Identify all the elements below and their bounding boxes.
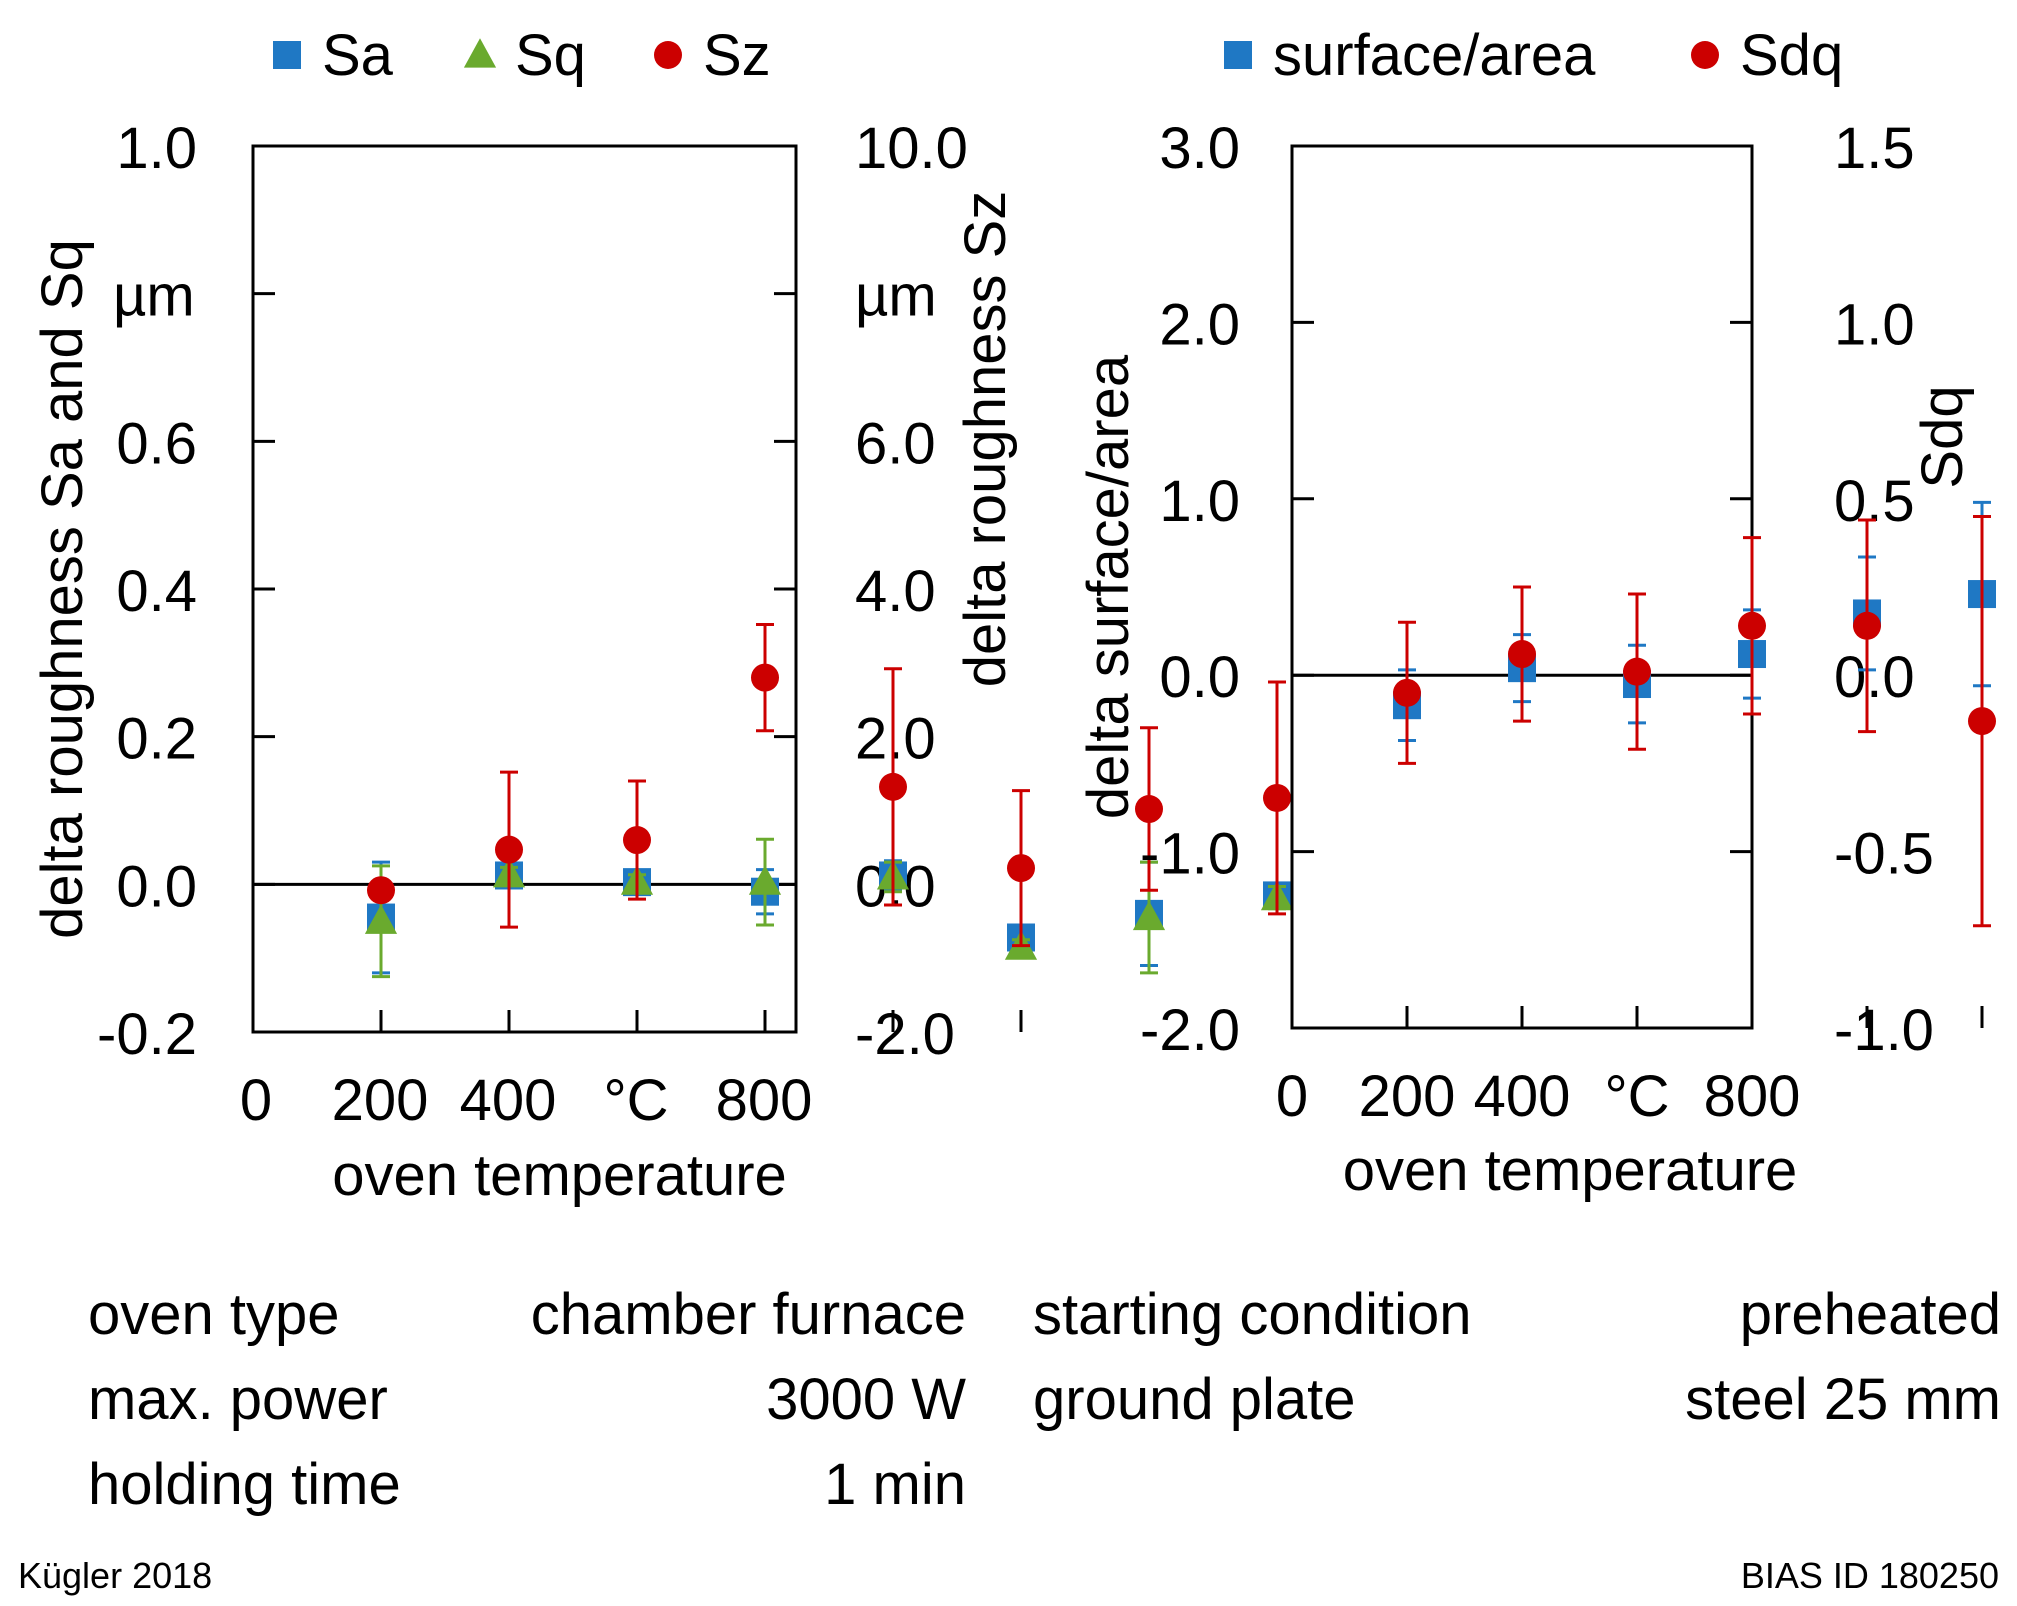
data-point-sdq (1393, 678, 1421, 707)
bias-id: BIAS ID 180250 (1740, 1555, 1999, 1596)
x-tick-label: 400 (460, 1068, 557, 1133)
y-unit-right: µm (855, 264, 937, 329)
x-tick-label: °C (1604, 1064, 1669, 1129)
y-tick-label-right: 0.0 (1834, 645, 1915, 710)
y-tick-label-left: 1.0 (1159, 469, 1240, 534)
x-tick-label: 400 (1474, 1064, 1571, 1129)
y-tick-label-right: 10.0 (855, 116, 968, 181)
info-label: holding time (88, 1452, 401, 1517)
info-label: starting condition (1033, 1282, 1472, 1347)
author-credit: Kügler 2018 (18, 1555, 213, 1596)
y-tick-label-right: 0.5 (1834, 469, 1915, 534)
y-tick-label-left: -0.2 (97, 1002, 197, 1067)
y-axis-label-right: Sdq (1910, 385, 1975, 488)
info-value: 3000 W (766, 1367, 966, 1432)
legend-label: Sdq (1740, 23, 1843, 88)
legend-label: Sq (515, 23, 586, 88)
legend-marker (1691, 41, 1719, 69)
legend-marker (463, 38, 497, 68)
data-point-sdq (1853, 611, 1881, 640)
info-label: max. power (88, 1367, 388, 1432)
y-axis-label-right: delta roughness Sz (953, 191, 1018, 688)
info-row: oven type chamber furnace (88, 1272, 966, 1357)
x-tick-label: 200 (332, 1068, 429, 1133)
data-point-sdq (1623, 657, 1651, 686)
info-row: starting condition preheated (1033, 1272, 2001, 1357)
data-point-sdq (1968, 707, 1996, 736)
data-point-sz (751, 663, 779, 692)
data-point-sz (1135, 795, 1163, 824)
data-point-sdq (1508, 640, 1536, 669)
data-point-sz (623, 826, 651, 855)
info-value: chamber furnace (530, 1282, 966, 1347)
y-tick-label-left: -2.0 (1140, 998, 1240, 1063)
data-point-sdq (1738, 611, 1766, 640)
data-point-sq (364, 904, 398, 934)
x-tick-label: 0 (240, 1068, 272, 1133)
data-point-sq (748, 865, 782, 895)
data-point-sq (1132, 900, 1166, 931)
info-row: max. power 3000 W (88, 1357, 966, 1442)
info-table-right: starting condition preheated ground plat… (1033, 1272, 2001, 1442)
x-tick-label: 0 (1276, 1064, 1308, 1129)
info-value: 1 min (824, 1452, 966, 1517)
y-tick-label-left: 0.2 (116, 707, 197, 772)
info-label: ground plate (1033, 1367, 1356, 1432)
legend-marker (1224, 41, 1252, 69)
y-tick-label-left: 3.0 (1159, 116, 1240, 181)
legend-label: Sz (703, 23, 771, 88)
x-axis-label: oven temperature (332, 1143, 787, 1208)
info-table-left: oven type chamber furnace max. power 300… (88, 1272, 966, 1527)
y-tick-label-right: -2.0 (855, 1002, 955, 1067)
info-label: oven type (88, 1282, 340, 1347)
y-tick-label-right: 6.0 (855, 411, 936, 476)
data-point-sz (1007, 854, 1035, 883)
y-tick-label-right: 1.0 (1834, 292, 1915, 357)
y-tick-label-left: 0.0 (1159, 645, 1240, 710)
info-value: steel 25 mm (1685, 1367, 2001, 1432)
plot-frame (251, 144, 798, 1034)
y-tick-label-left: 0.6 (116, 411, 197, 476)
y-tick-label-right: 1.5 (1834, 116, 1915, 181)
x-tick-label: 800 (716, 1068, 813, 1133)
x-tick-label: 800 (1704, 1064, 1801, 1129)
data-point-sz (1263, 783, 1291, 812)
info-row: holding time 1 min (88, 1442, 966, 1527)
data-point-sz (367, 876, 395, 905)
x-tick-label: °C (603, 1068, 668, 1133)
data-point-sz (495, 835, 523, 864)
x-axis-label: oven temperature (1343, 1138, 1798, 1203)
y-tick-label-left: 0.4 (116, 559, 197, 624)
y-unit-left: µm (113, 264, 195, 329)
y-axis-label-left: delta roughness Sa and Sq (30, 239, 95, 939)
legend-marker (654, 41, 682, 69)
legend-label: surface/area (1273, 23, 1596, 88)
y-tick-label-left: 2.0 (1159, 292, 1240, 357)
y-tick-label-left: 0.0 (116, 854, 197, 919)
y-tick-label-right: 4.0 (855, 559, 936, 624)
y-tick-label-right: -0.5 (1834, 822, 1934, 887)
y-tick-label-right: 2.0 (855, 707, 936, 772)
y-tick-label-right: -1.0 (1834, 998, 1934, 1063)
y-tick-label-left: 1.0 (116, 116, 197, 181)
info-value: preheated (1739, 1282, 2001, 1347)
x-tick-label: 200 (1359, 1064, 1456, 1129)
y-tick-label-left: -1.0 (1140, 822, 1240, 887)
data-point-sz (879, 772, 907, 801)
legend-marker (273, 41, 301, 69)
legend-label: Sa (322, 23, 394, 88)
y-axis-label-left: delta surface/area (1076, 354, 1141, 819)
info-row: ground plate steel 25 mm (1033, 1357, 2001, 1442)
